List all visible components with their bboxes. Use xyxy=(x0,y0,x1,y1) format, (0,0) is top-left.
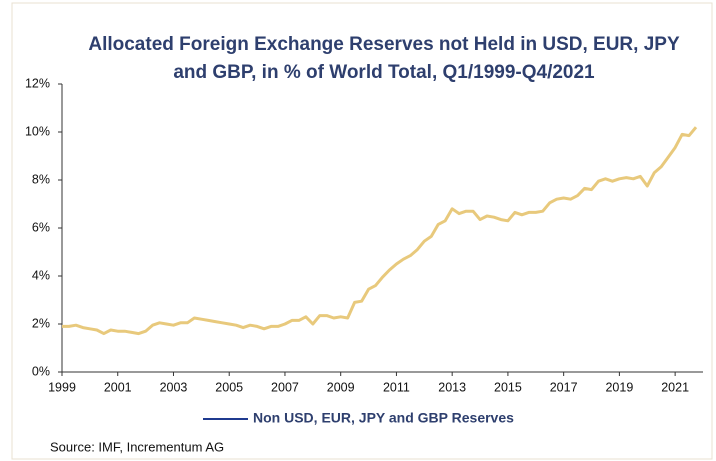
y-tick-label: 4% xyxy=(32,268,50,282)
y-tick-label: 0% xyxy=(32,364,50,378)
x-tick-label: 2019 xyxy=(605,380,633,394)
y-tick-label: 10% xyxy=(25,124,50,138)
y-tick-label: 12% xyxy=(25,76,50,90)
source: Source: IMF, Incrementum AG xyxy=(50,439,224,454)
x-tick-label: 2007 xyxy=(271,380,299,394)
x-tick-label: 2009 xyxy=(327,380,355,394)
x-tick-label: 2015 xyxy=(494,380,522,394)
y-tick-label: 2% xyxy=(32,316,50,330)
x-tick-label: 2013 xyxy=(438,380,466,394)
y-tick-label: 6% xyxy=(32,220,50,234)
x-tick-label: 1999 xyxy=(48,380,76,394)
y-tick-label: 8% xyxy=(32,172,50,186)
data-line xyxy=(62,126,698,336)
frame xyxy=(11,2,713,460)
x-tick-label: 2011 xyxy=(383,380,410,394)
x-tick-label: 2003 xyxy=(160,380,188,394)
chart-title: and GBP, in % of World Total, Q1/1999-Q4… xyxy=(173,62,595,83)
x-tick-label: 2021 xyxy=(661,380,689,394)
legend-label: Non USD, EUR, JPY and GBP Reserves xyxy=(253,410,514,426)
x-tick-label: 2005 xyxy=(215,380,243,394)
x-tick-label: 2017 xyxy=(550,380,578,394)
x-tick-label: 2001 xyxy=(104,380,132,394)
chart-title: Allocated Foreign Exchange Reserves not … xyxy=(88,34,680,55)
